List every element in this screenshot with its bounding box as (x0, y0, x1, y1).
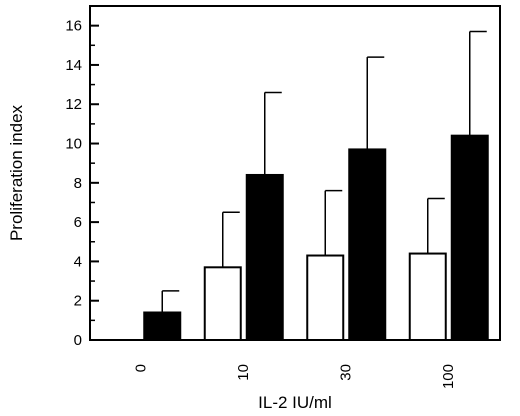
y-tick-label: 16 (65, 18, 82, 35)
bar-black (245, 173, 284, 341)
x-tick-label: 100 (440, 364, 457, 389)
x-axis-title: IL-2 IU/ml (258, 393, 332, 412)
y-tick-label: 10 (65, 136, 82, 153)
plot-frame (89, 5, 501, 341)
y-tick-label: 2 (74, 293, 82, 310)
bar-white (306, 254, 345, 342)
bar-white (203, 266, 242, 341)
y-tick-label: 14 (65, 57, 82, 74)
bars (143, 134, 489, 342)
y-tick-label: 8 (74, 175, 82, 192)
y-tick-label: 12 (65, 96, 82, 113)
x-axis: 0 10 30 100 (132, 364, 457, 389)
y-axis-title: Proliferation index (7, 104, 26, 241)
x-tick-label: 10 (235, 364, 252, 381)
y-tick-label: 4 (74, 253, 82, 270)
x-tick-label: 0 (132, 364, 149, 372)
y-tick-label: 0 (74, 332, 82, 349)
bar-white (408, 252, 447, 342)
x-tick-label: 30 (337, 364, 354, 381)
error-bars (161, 30, 487, 313)
y-axis: 0 2 4 6 8 10 12 14 16 (65, 18, 99, 349)
y-tick-label: 6 (74, 214, 82, 231)
bar-black (450, 134, 489, 341)
bar-black (348, 148, 387, 341)
plot-border (89, 5, 501, 341)
bar-black (143, 311, 182, 341)
